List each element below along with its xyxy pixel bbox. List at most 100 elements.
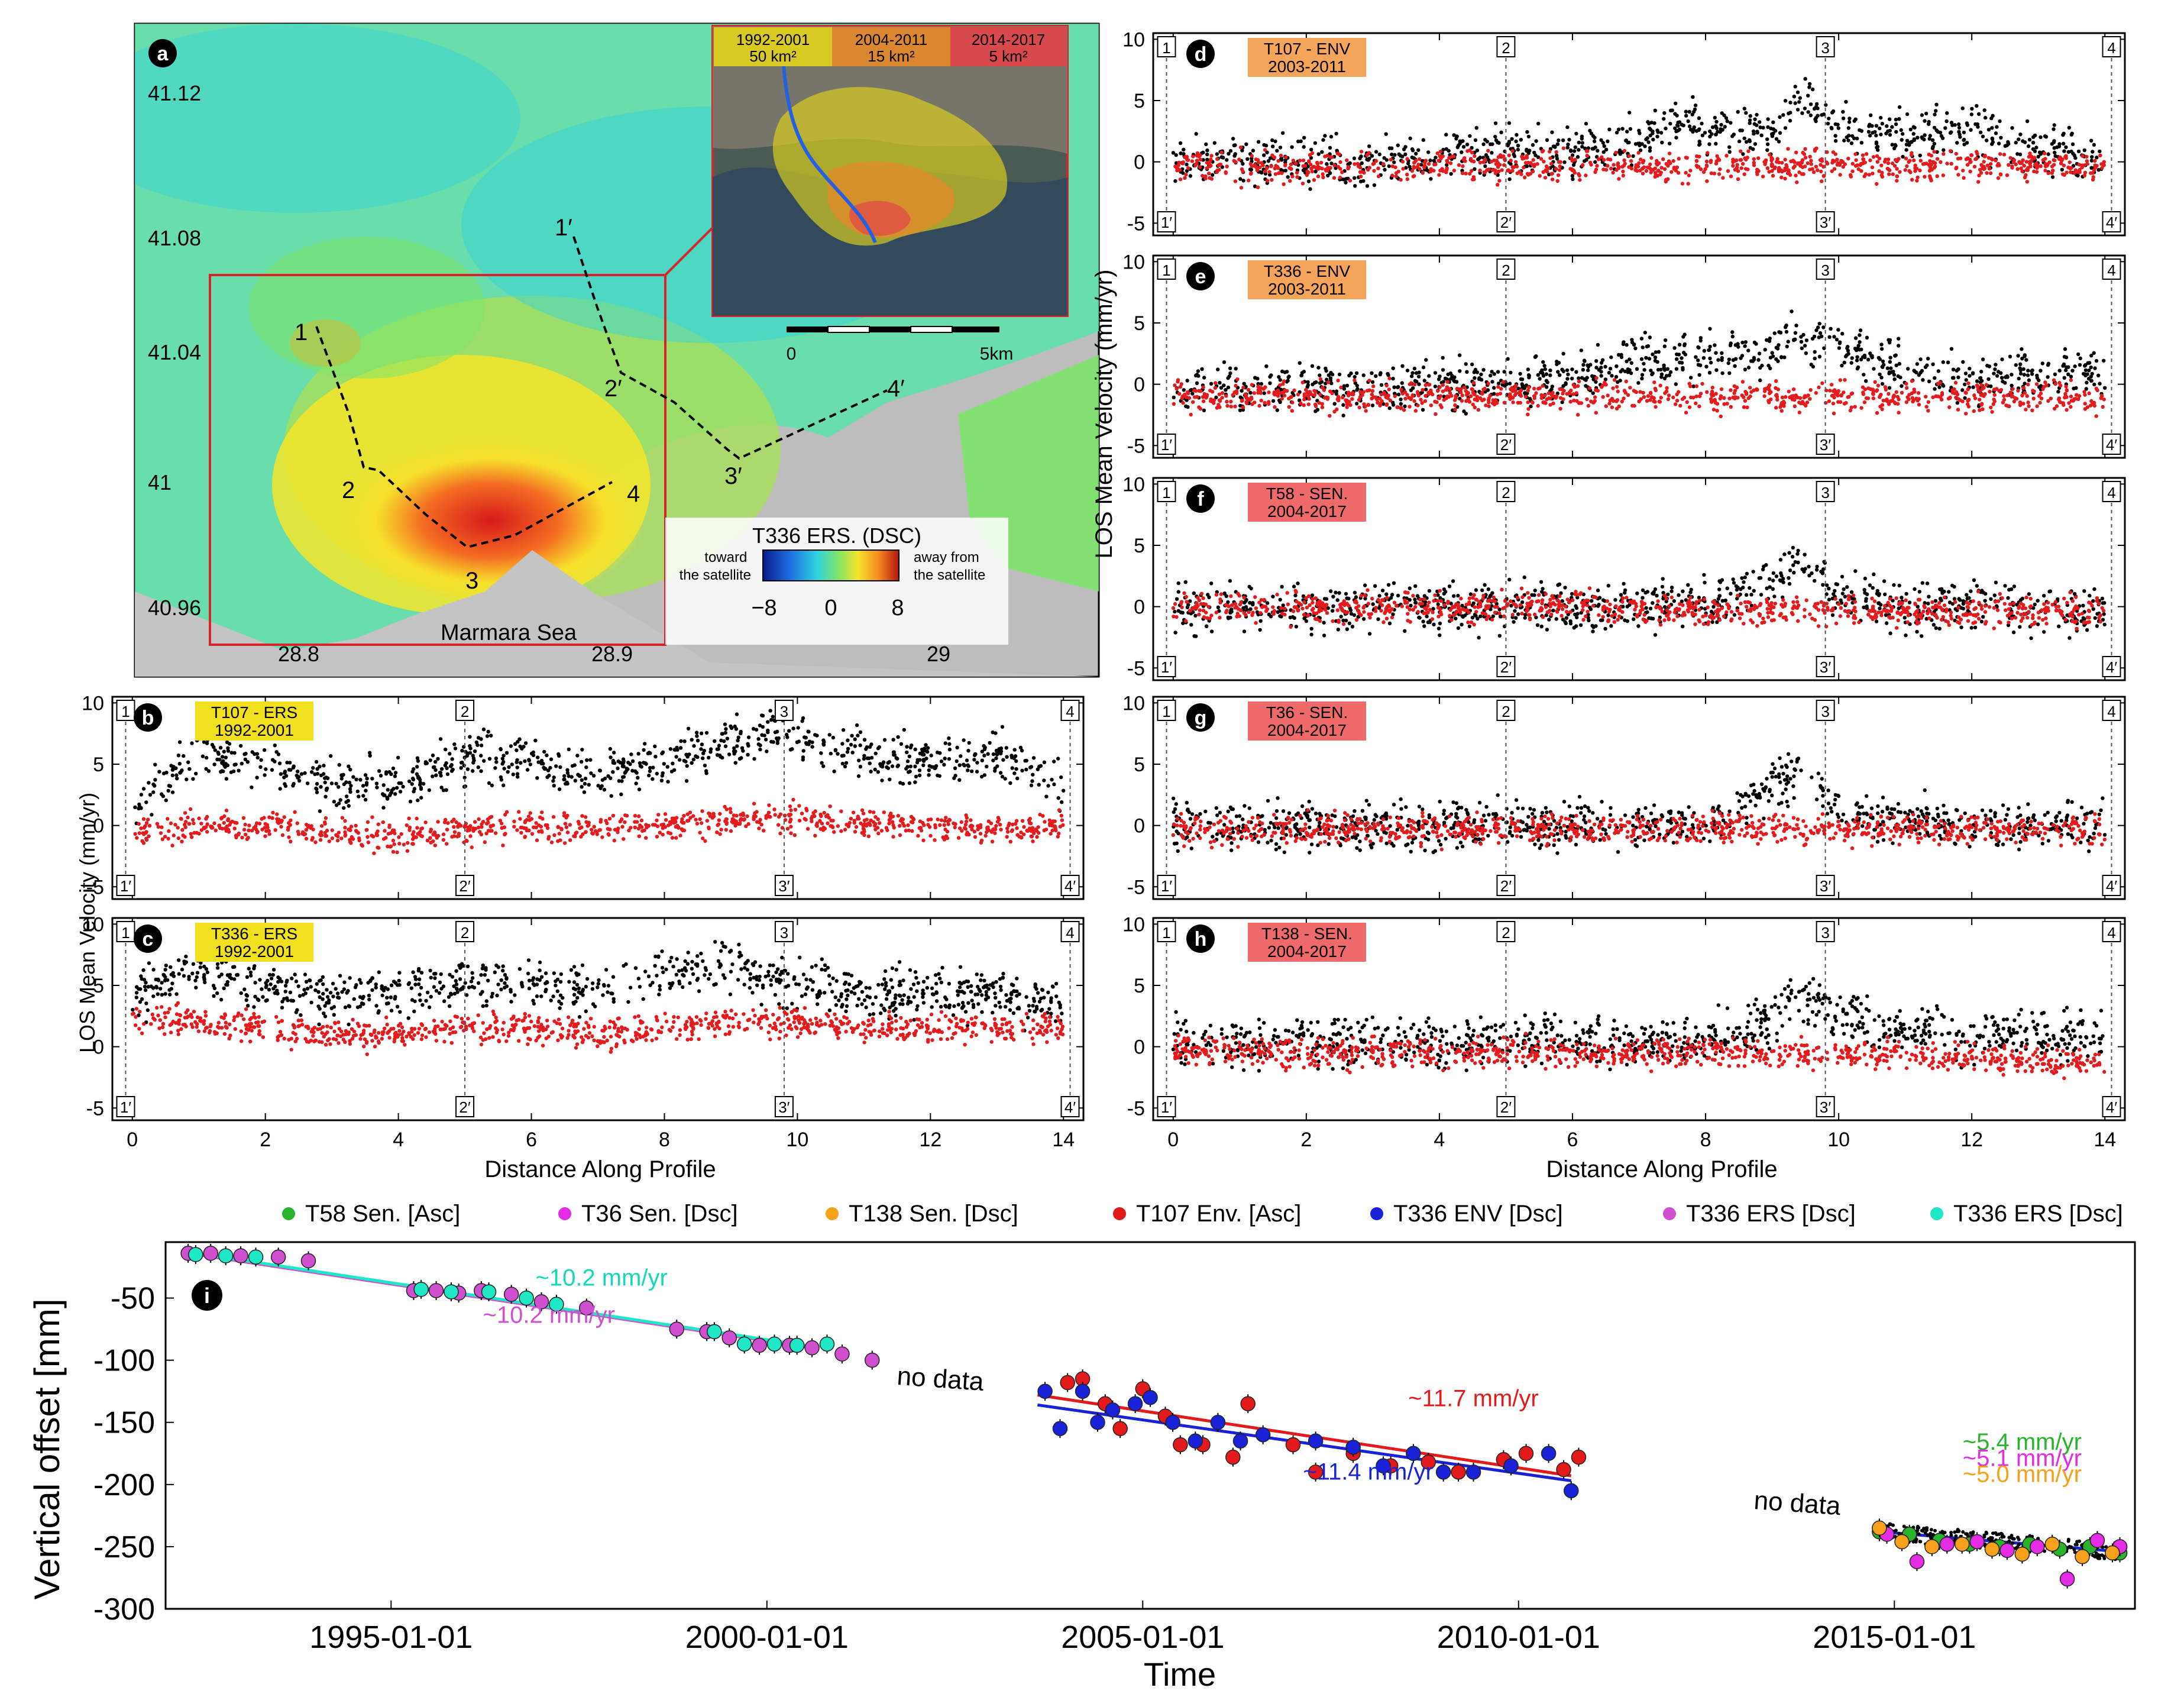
data-point — [1985, 171, 1989, 175]
data-point — [728, 993, 733, 997]
data-point — [677, 758, 682, 762]
data-point — [957, 778, 962, 782]
data-point — [823, 991, 827, 995]
data-point — [916, 981, 920, 985]
data-point — [317, 1040, 322, 1044]
data-point — [1384, 132, 1388, 136]
data-point — [1655, 134, 1659, 138]
data-point — [868, 810, 872, 814]
data-point — [288, 990, 293, 995]
data-point — [1041, 1033, 1046, 1037]
data-point — [1644, 137, 1648, 141]
data-point — [1550, 130, 1554, 134]
data-point — [520, 981, 524, 985]
data-point — [168, 993, 172, 997]
data-point — [476, 825, 481, 830]
data-point — [871, 1012, 876, 1016]
data-point — [244, 998, 248, 1003]
data-point — [771, 1013, 775, 1017]
data-point — [484, 1004, 488, 1008]
data-point — [1500, 168, 1504, 172]
data-point — [956, 993, 960, 997]
data-point — [655, 1019, 659, 1023]
data-point — [1004, 1022, 1009, 1026]
data-point — [729, 969, 733, 974]
data-point — [448, 1019, 452, 1023]
data-point — [1516, 147, 1520, 152]
data-point — [1319, 160, 1324, 165]
data-point — [899, 742, 904, 746]
data-point — [692, 743, 696, 748]
data-point — [395, 1004, 400, 1009]
data-point — [432, 830, 437, 835]
data-point — [918, 758, 922, 762]
data-point — [294, 1010, 299, 1014]
data-point — [147, 834, 151, 839]
data-point — [941, 835, 946, 840]
data-point — [449, 1041, 454, 1045]
data-point — [134, 1015, 138, 1019]
data-point — [891, 750, 896, 754]
data-point — [989, 1026, 994, 1031]
data-point — [907, 828, 911, 833]
data-point — [759, 1003, 763, 1007]
data-point — [782, 1010, 787, 1014]
data-point — [438, 737, 443, 741]
data-point — [1854, 158, 1858, 162]
data-point — [790, 1001, 794, 1006]
data-point — [343, 1005, 348, 1010]
data-point — [993, 831, 997, 835]
data-point — [678, 746, 683, 750]
data-point — [462, 825, 467, 829]
data-point — [896, 814, 901, 818]
data-point — [321, 982, 325, 987]
data-point — [507, 765, 511, 770]
marker-top-label: 2 — [461, 924, 469, 942]
data-point — [415, 816, 419, 821]
data-point — [467, 985, 471, 990]
data-point — [1755, 112, 1759, 117]
data-point — [254, 1020, 258, 1025]
data-point — [380, 1037, 384, 1041]
panel-letter: b — [142, 707, 154, 729]
data-point — [939, 818, 944, 822]
data-point — [729, 1008, 733, 1013]
data-point — [1807, 85, 1811, 89]
data-point — [331, 981, 335, 986]
data-point — [860, 1002, 864, 1006]
data-point — [1428, 159, 1432, 163]
data-point — [1975, 104, 1979, 108]
data-point — [196, 1029, 201, 1033]
data-point — [638, 985, 642, 989]
data-point — [1593, 160, 1597, 164]
data-point — [1859, 141, 1863, 145]
data-point — [590, 987, 595, 991]
data-point — [202, 977, 206, 982]
data-point — [243, 822, 247, 827]
data-point — [315, 790, 319, 794]
inset-period: 2004-2011 — [855, 31, 927, 49]
data-point — [347, 1022, 351, 1027]
data-point — [167, 988, 172, 992]
data-point — [858, 765, 863, 769]
data-point — [1393, 153, 1397, 157]
data-point — [468, 1023, 472, 1027]
data-point — [176, 754, 181, 758]
inset-satellite: 1992-2001 50 km² 2004-2011 15 km² 2014-2… — [711, 25, 1069, 317]
data-point — [506, 770, 510, 774]
data-point — [2060, 167, 2064, 172]
data-point — [274, 1015, 279, 1019]
data-point — [1609, 166, 1613, 171]
data-point — [1651, 131, 1655, 135]
data-point — [959, 754, 963, 758]
data-point — [879, 1003, 884, 1007]
data-point — [468, 834, 473, 838]
data-point — [519, 761, 523, 765]
data-point — [616, 759, 620, 764]
data-point — [862, 754, 866, 758]
scatter-series-black — [133, 707, 1066, 826]
data-point — [843, 764, 847, 769]
data-point — [501, 1032, 506, 1037]
data-point — [420, 834, 424, 839]
data-point — [280, 1019, 284, 1023]
